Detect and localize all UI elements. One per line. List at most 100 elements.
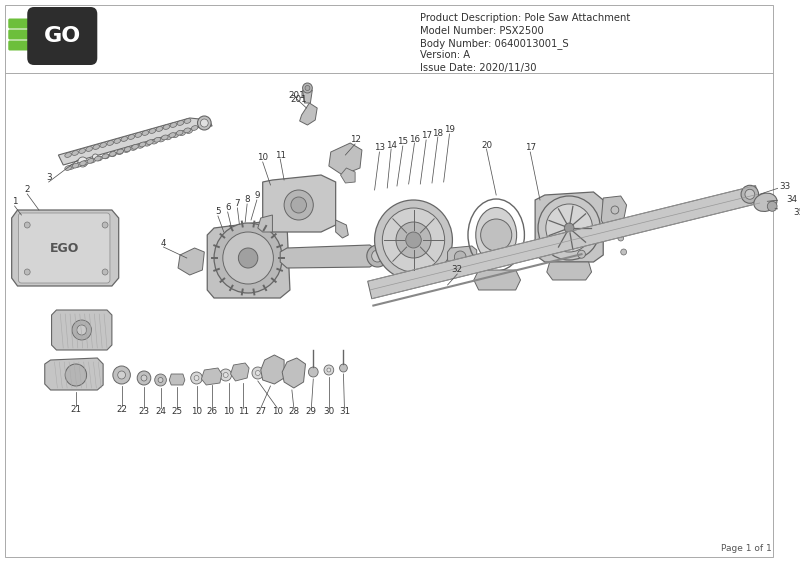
FancyBboxPatch shape [8, 29, 33, 39]
Ellipse shape [172, 133, 178, 138]
Text: 17: 17 [525, 143, 536, 152]
Circle shape [538, 196, 600, 260]
Polygon shape [602, 196, 626, 228]
Polygon shape [58, 118, 212, 165]
Ellipse shape [117, 149, 123, 155]
Ellipse shape [191, 125, 198, 130]
Polygon shape [45, 358, 103, 390]
Text: 20: 20 [481, 140, 492, 149]
Text: 15: 15 [398, 138, 408, 147]
Circle shape [382, 208, 445, 272]
Ellipse shape [114, 139, 121, 143]
Circle shape [366, 245, 388, 267]
Text: 31: 31 [339, 407, 350, 416]
Text: 6: 6 [225, 203, 230, 212]
Polygon shape [262, 175, 336, 232]
Circle shape [406, 232, 422, 248]
Text: 10: 10 [272, 407, 283, 416]
Text: 16: 16 [409, 134, 420, 143]
Text: 10: 10 [257, 153, 268, 162]
Text: Product Description: Pole Saw Attachment: Product Description: Pole Saw Attachment [420, 13, 630, 23]
Polygon shape [51, 310, 112, 350]
Text: 34: 34 [786, 195, 798, 204]
Circle shape [309, 367, 318, 377]
Ellipse shape [165, 135, 172, 140]
Circle shape [24, 222, 30, 228]
Text: 30: 30 [323, 407, 334, 416]
Circle shape [24, 269, 30, 275]
Ellipse shape [110, 152, 116, 157]
Ellipse shape [80, 161, 86, 166]
Ellipse shape [176, 130, 183, 135]
Text: Page 1 of 1: Page 1 of 1 [721, 544, 771, 553]
Text: 7: 7 [234, 200, 240, 209]
Circle shape [291, 197, 306, 213]
Text: 22: 22 [116, 406, 127, 415]
Circle shape [118, 371, 126, 379]
Ellipse shape [86, 147, 93, 151]
Ellipse shape [121, 137, 128, 142]
Text: 28: 28 [288, 407, 299, 416]
Text: 10: 10 [223, 407, 234, 416]
Text: 11: 11 [238, 407, 249, 416]
Polygon shape [368, 185, 760, 299]
Circle shape [481, 219, 512, 251]
Ellipse shape [103, 154, 110, 159]
Polygon shape [170, 374, 185, 385]
Circle shape [198, 116, 211, 130]
Circle shape [611, 206, 618, 214]
Polygon shape [261, 355, 284, 384]
Ellipse shape [163, 125, 170, 129]
Ellipse shape [117, 149, 123, 154]
Polygon shape [178, 248, 204, 275]
Circle shape [339, 364, 347, 372]
Text: 201: 201 [289, 90, 305, 99]
Ellipse shape [132, 144, 138, 149]
Circle shape [372, 250, 383, 262]
Text: 21: 21 [70, 406, 82, 415]
Circle shape [255, 370, 260, 375]
Circle shape [327, 368, 331, 372]
Ellipse shape [128, 135, 134, 139]
Circle shape [214, 223, 282, 293]
Text: Body Number: 0640013001_S: Body Number: 0640013001_S [420, 38, 569, 49]
Text: 27: 27 [255, 407, 266, 416]
Polygon shape [282, 358, 306, 388]
Ellipse shape [107, 140, 114, 146]
Text: 33: 33 [779, 182, 790, 191]
Text: 8: 8 [244, 196, 250, 205]
Circle shape [454, 251, 466, 263]
Polygon shape [535, 192, 603, 262]
Circle shape [220, 369, 231, 381]
Text: 12: 12 [350, 135, 361, 144]
Text: 23: 23 [138, 407, 150, 416]
Ellipse shape [82, 160, 89, 165]
Ellipse shape [135, 133, 142, 137]
Text: 10: 10 [191, 407, 202, 416]
Circle shape [93, 154, 98, 160]
Circle shape [113, 366, 130, 384]
Ellipse shape [142, 130, 149, 135]
Ellipse shape [184, 128, 190, 133]
Circle shape [102, 222, 108, 228]
Polygon shape [280, 245, 378, 268]
Circle shape [621, 249, 626, 255]
Circle shape [546, 204, 593, 252]
Circle shape [158, 378, 163, 383]
Polygon shape [12, 210, 118, 286]
Ellipse shape [184, 119, 191, 124]
Polygon shape [202, 368, 222, 385]
Circle shape [745, 189, 754, 200]
Text: 2: 2 [25, 185, 30, 194]
Circle shape [767, 201, 777, 211]
Ellipse shape [94, 156, 101, 161]
Text: 18: 18 [432, 129, 443, 138]
Text: Model Number: PSX2500: Model Number: PSX2500 [420, 25, 544, 35]
Ellipse shape [93, 144, 99, 149]
Ellipse shape [162, 135, 168, 140]
Ellipse shape [158, 137, 165, 142]
Ellipse shape [149, 129, 156, 133]
Text: 1: 1 [12, 197, 18, 206]
Ellipse shape [151, 139, 158, 144]
Text: 19: 19 [444, 125, 455, 134]
